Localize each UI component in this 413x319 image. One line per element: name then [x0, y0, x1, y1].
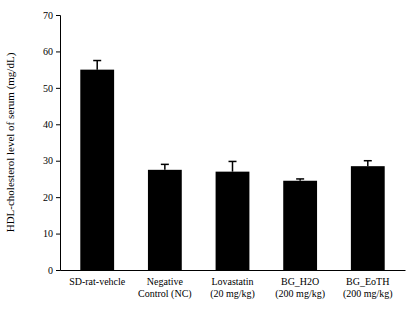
- bar: [80, 70, 114, 270]
- x-tick: BG_EoTH(200 mg/kg): [343, 270, 393, 300]
- y-tick: 40: [43, 119, 60, 130]
- x-tick: BG_H2O(200 mg/kg): [275, 270, 325, 300]
- y-tick: 20: [43, 192, 60, 203]
- error-bar: [364, 161, 372, 166]
- y-tick-label: 30: [43, 155, 53, 166]
- x-tick-label-line: Negative: [147, 276, 184, 287]
- y-axis-line: [56, 16, 61, 271]
- x-tick-label-line: (200 mg/kg): [343, 288, 393, 300]
- error-bar: [296, 179, 304, 181]
- error-cap: [229, 161, 237, 163]
- x-tick-label-line: Lovastatin: [211, 276, 253, 287]
- x-tick-label: Lovastatin(20 mg/kg): [210, 276, 255, 300]
- y-tick: 10: [43, 228, 60, 239]
- chart: 0 10 20 30 40 50 60 70 SD-rat-vehcle NegativeCont…: [0, 0, 413, 319]
- y-tick-label: 10: [43, 228, 53, 239]
- y-tick: 0: [48, 265, 60, 276]
- error-stem: [96, 61, 98, 70]
- y-tick-mark: [56, 88, 60, 89]
- y-tick-label: 20: [43, 192, 53, 203]
- x-axis: SD-rat-vehcle NegativeControl (NC) Lovasta…: [61, 270, 406, 300]
- y-tick-label: 70: [43, 10, 53, 21]
- x-tick-label-line: (200 mg/kg): [275, 288, 325, 300]
- y-tick-mark: [56, 161, 60, 162]
- y-tick-label: 50: [43, 83, 53, 94]
- error-bar: [161, 164, 169, 169]
- y-tick-mark: [56, 197, 60, 198]
- bar: [351, 166, 385, 270]
- x-tick-label-line: (20 mg/kg): [210, 288, 255, 300]
- x-tick-label: SD-rat-vehcle: [69, 276, 126, 287]
- y-tick-mark: [56, 234, 60, 235]
- y-axis-title: HDL-cholesterol level of serum (mg/dL): [4, 52, 17, 232]
- y-tick-label: 40: [43, 119, 53, 130]
- y-tick-label: 0: [48, 265, 53, 276]
- error-cap: [93, 60, 101, 62]
- plot: 0 10 20 30 40 50 60 70 SD-rat-vehcle NegativeCont…: [43, 10, 406, 300]
- x-tick-label: BG_H2O(200 mg/kg): [275, 276, 325, 300]
- y-tick: 50: [43, 83, 60, 94]
- y-axis: 0 10 20 30 40 50 60 70: [43, 10, 61, 276]
- x-tick: SD-rat-vehcle: [69, 270, 126, 287]
- x-tick: Lovastatin(20 mg/kg): [210, 270, 255, 300]
- error-stem: [164, 164, 166, 169]
- error-stem: [367, 161, 369, 166]
- error-stem: [232, 161, 234, 171]
- x-tick-label: BG_EoTH(200 mg/kg): [343, 276, 393, 300]
- y-tick: 30: [43, 155, 60, 166]
- y-tick: 60: [43, 46, 60, 57]
- bars: [80, 61, 384, 270]
- bar: [148, 170, 182, 270]
- y-tick-mark: [56, 124, 60, 125]
- error-cap: [161, 164, 169, 166]
- y-tick: 70: [43, 10, 60, 21]
- x-tick-label-line: BG_H2O: [281, 276, 319, 287]
- error-cap: [296, 178, 304, 180]
- y-tick-mark: [56, 270, 60, 271]
- error-cap: [364, 160, 372, 162]
- x-axis-line: [61, 270, 406, 271]
- y-tick-mark: [56, 15, 60, 16]
- error-bar: [93, 61, 101, 70]
- bar: [216, 172, 250, 270]
- x-tick-label-line: Control (NC): [138, 288, 192, 300]
- x-tick-label: NegativeControl (NC): [138, 276, 192, 300]
- y-tick-mark: [56, 51, 60, 52]
- y-tick-label: 60: [43, 46, 53, 57]
- x-tick-label-line: SD-rat-vehcle: [69, 276, 126, 287]
- error-bar: [229, 161, 237, 171]
- bar: [283, 181, 317, 270]
- x-tick-label-line: BG_EoTH: [346, 276, 389, 287]
- x-tick: NegativeControl (NC): [138, 270, 192, 300]
